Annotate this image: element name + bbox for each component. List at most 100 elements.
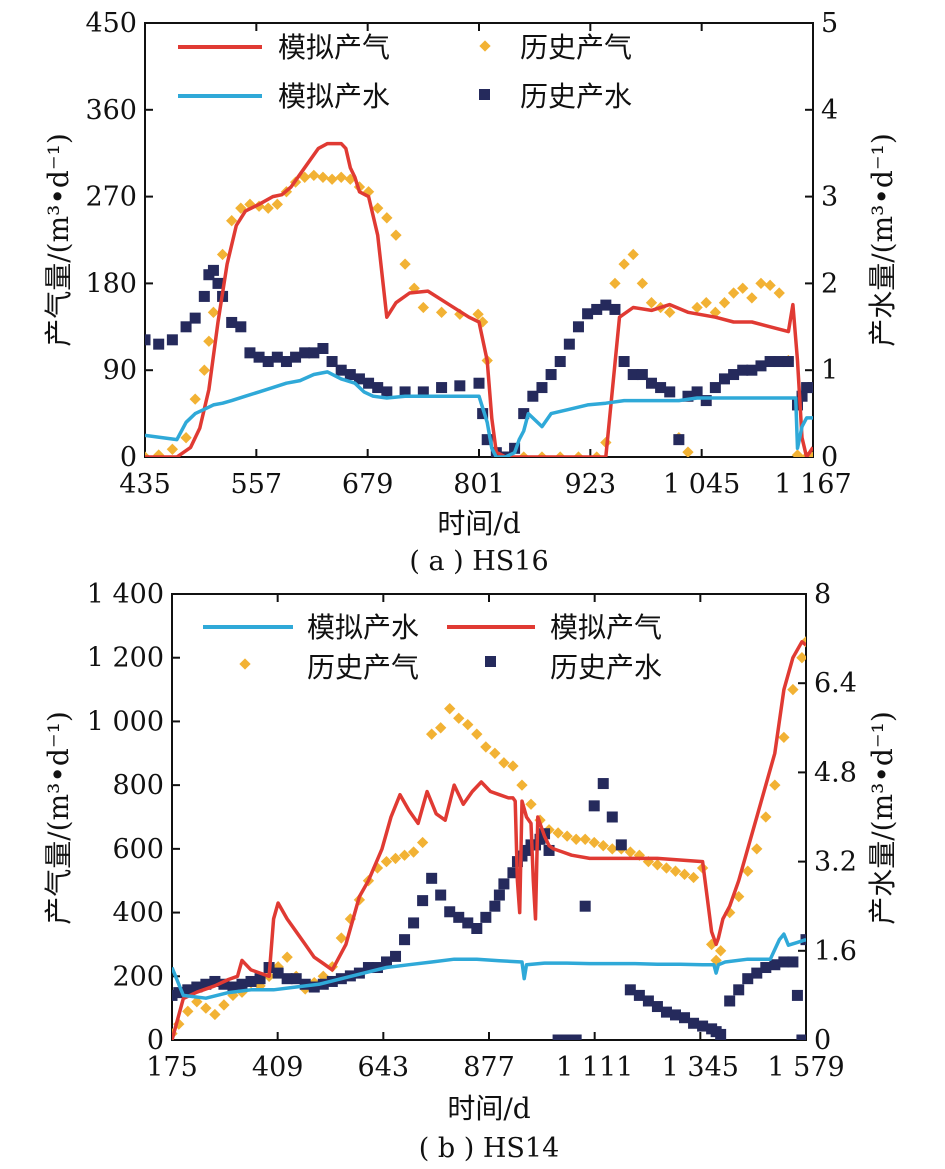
point-hist-water-b [371,962,383,974]
legend-a: 模拟产气 历史产气 模拟产水 历史产水 [178,31,632,113]
point-hist-gas-a [773,287,785,299]
point-hist-gas-a [417,301,429,314]
point-hist-water-b [624,984,636,996]
point-hist-gas-a [203,335,215,347]
point-hist-water-a [253,351,265,363]
point-hist-gas-a [180,432,192,444]
point-hist-water-a [700,395,712,407]
point-hist-gas-b [335,932,347,944]
point-hist-gas-b [624,846,636,858]
point-hist-water-a [728,369,740,381]
point-hist-gas-a [390,229,402,241]
x-tick-label-a: 679 [342,469,394,500]
point-hist-water-a [746,364,758,376]
x-tick-label-b: 1 345 [662,1052,739,1083]
point-hist-gas-b [218,999,230,1011]
point-hist-water-a [363,377,375,389]
point-hist-water-a [262,356,274,368]
x-tick-label-b: 1 579 [767,1052,844,1083]
point-hist-water-a [554,356,566,368]
point-hist-water-a [655,382,667,394]
point-hist-gas-a [262,202,274,214]
y-left-tick-label-a: 450 [85,8,137,39]
point-hist-water-b [408,917,420,929]
point-hist-gas-a [216,248,229,261]
point-hist-water-a [235,321,247,333]
point-hist-gas-b [480,741,492,753]
point-hist-gas-b [416,836,429,849]
point-hist-water-b [715,1028,727,1040]
point-hist-water-b [751,967,763,979]
point-hist-water-b [660,1006,672,1018]
point-hist-gas-b [435,722,447,734]
x-tick-label-a: 435 [119,469,171,500]
point-hist-water-b [507,867,519,879]
point-hist-water-b [633,989,645,1001]
legend-swatch-hist-water-a [479,89,490,100]
point-hist-water-b [390,950,402,962]
point-hist-gas-b [209,1008,221,1021]
point-hist-water-b [597,778,609,790]
point-hist-gas-b [552,827,564,839]
chart-hs14: 175 409 643 877 1 111 1 345 1 5790200400600800… [42,579,899,1164]
point-hist-water-a [618,356,630,368]
point-hist-gas-a [207,306,220,318]
point-hist-water-a [226,316,238,328]
point-hist-gas-a [308,169,320,182]
point-hist-gas-a [609,277,621,290]
point-hist-water-b [742,973,754,985]
point-hist-water-a [353,373,365,385]
point-hist-water-a [627,369,639,381]
point-hist-water-a [545,369,557,381]
y-right-tick-label-a: 4 [821,95,838,126]
point-hist-water-a [189,312,201,324]
point-hist-water-a [755,360,767,372]
point-hist-water-b [688,1017,700,1029]
point-hist-gas-a [572,451,585,457]
y-left-tick-label-b: 800 [112,770,164,801]
point-hist-gas-a [536,451,548,457]
point-hist-water-b [651,1001,663,1013]
point-hist-gas-a [189,393,201,405]
point-hist-water-b [426,872,438,884]
point-hist-water-a [682,390,694,402]
point-hist-gas-b [778,731,790,744]
point-hist-water-a [572,321,584,333]
point-hist-water-b [453,911,465,923]
point-hist-gas-a [700,297,712,309]
series-line-sim-water-b [172,932,806,1000]
y-left-tick-label-a: 90 [103,355,137,386]
point-hist-water-a [600,299,612,311]
point-hist-water-b [380,956,392,968]
point-hist-gas-b [561,830,573,842]
point-hist-gas-b [678,868,691,880]
point-hist-water-b [642,995,654,1007]
point-hist-water-b [615,839,627,851]
y-right-tick-label-b: 8 [814,579,831,610]
point-hist-gas-a [472,308,484,320]
point-hist-gas-b [507,760,519,772]
point-hist-water-b [796,1034,806,1040]
y-left-tick-label-b: 600 [112,834,164,865]
y-left-tick-label-b: 200 [112,961,164,992]
point-hist-water-b [200,978,212,990]
point-hist-gas-b [687,871,700,884]
point-hist-gas-b [444,703,456,715]
point-hist-gas-b [462,718,474,731]
point-hist-gas-a [636,277,649,290]
point-hist-water-a [280,356,292,368]
point-hist-gas-a [618,258,630,270]
point-hist-water-b [399,934,411,946]
point-hist-water-b [769,959,781,971]
point-hist-water-b [182,984,194,996]
point-hist-gas-a [645,297,658,309]
point-hist-water-a [773,356,785,368]
legend-swatch-hist-gas-b [239,658,251,670]
point-hist-water-b [552,1034,564,1040]
chart-hs16: 435 557 679 801 923 1 045 1 167090180270360450… [42,8,899,577]
point-hist-gas-b [579,833,591,845]
legend-swatch-hist-water-b [485,656,496,667]
legend-b: 模拟产水 模拟产气 历史产气 历史产水 [203,611,662,684]
point-hist-water-a [326,356,338,368]
point-hist-gas-a [682,446,694,457]
